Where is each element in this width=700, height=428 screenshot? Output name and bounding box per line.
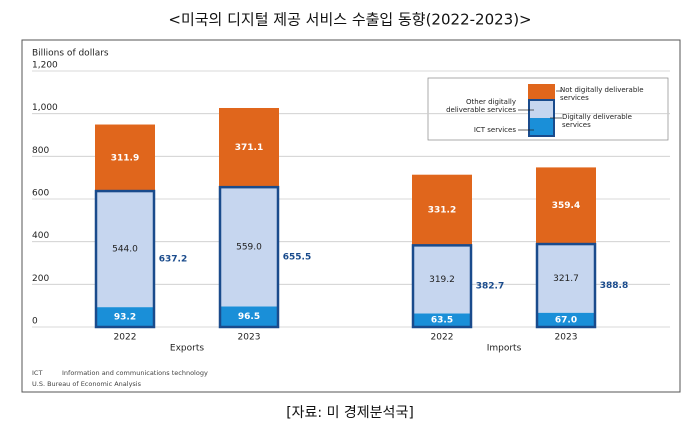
y-tick-label: 400 — [32, 231, 49, 241]
bar-segment — [536, 167, 596, 245]
data-label: 96.5 — [238, 312, 260, 322]
x-tick-label: 2022 — [431, 333, 454, 343]
legend-label: Digitally deliverable services — [562, 113, 632, 129]
y-tick-label: 1,200 — [32, 61, 58, 71]
data-label: 371.1 — [235, 143, 263, 153]
legend-label: ICT services — [473, 126, 516, 134]
bar-segment — [412, 313, 472, 327]
footnote: Information and communications technolog… — [62, 369, 208, 377]
total-label: 655.5 — [283, 253, 311, 263]
y-tick-label: 1,000 — [32, 103, 58, 113]
footnote: ICT — [32, 369, 42, 377]
legend-swatch — [528, 100, 555, 118]
digital-outline — [94, 189, 156, 329]
digital-outline — [218, 185, 280, 329]
bar-segment — [95, 124, 155, 192]
chart-title: <미국의 디지털 제공 서비스 수출입 동향(2022-2023)> — [168, 11, 531, 29]
bar-segment — [219, 187, 279, 307]
chart-frame — [21, 39, 681, 393]
bar-segment — [219, 306, 279, 327]
data-label: 93.2 — [114, 313, 136, 323]
bar-segment — [95, 307, 155, 327]
bar-segment — [412, 174, 472, 246]
y-tick-label: 600 — [32, 189, 49, 199]
source: [자료: 미 경제분석국] — [286, 405, 414, 421]
data-label: 321.7 — [553, 274, 579, 284]
data-label: 67.0 — [555, 315, 577, 325]
digital-outline — [411, 244, 473, 329]
bar-segment — [219, 107, 279, 188]
legend-label: Not digitally deliverable services — [560, 86, 644, 102]
y-tick-label: 0 — [32, 317, 38, 327]
x-tick-label: 2023 — [555, 333, 578, 343]
data-label: 544.0 — [112, 245, 138, 255]
data-label: 331.2 — [428, 206, 456, 216]
footnote: U.S. Bureau of Economic Analysis — [32, 380, 142, 388]
legend-swatch — [528, 84, 555, 100]
digital-outline — [535, 242, 597, 329]
total-label: 388.8 — [600, 281, 628, 291]
data-label: 359.4 — [552, 201, 580, 211]
group-label: Exports — [170, 344, 204, 354]
group-label: Imports — [487, 344, 522, 354]
total-label: 637.2 — [159, 255, 187, 265]
y-tick-label: 200 — [32, 274, 49, 284]
x-tick-label: 2023 — [238, 333, 261, 343]
data-label: 63.5 — [431, 316, 453, 326]
bar-segment — [536, 312, 596, 327]
y-axis-label: Billions of dollars — [32, 49, 109, 59]
bar-segment — [536, 244, 596, 313]
bar-segment — [95, 191, 155, 308]
total-label: 382.7 — [476, 282, 504, 292]
x-tick-label: 2022 — [114, 333, 137, 343]
legend-label: Other digitally deliverable services — [446, 98, 516, 114]
legend-swatch — [528, 118, 555, 136]
y-tick-label: 800 — [32, 146, 49, 156]
bar-segment — [412, 245, 472, 314]
data-label: 559.0 — [236, 242, 262, 252]
data-label: 311.9 — [111, 153, 139, 163]
data-label: 319.2 — [429, 275, 455, 285]
